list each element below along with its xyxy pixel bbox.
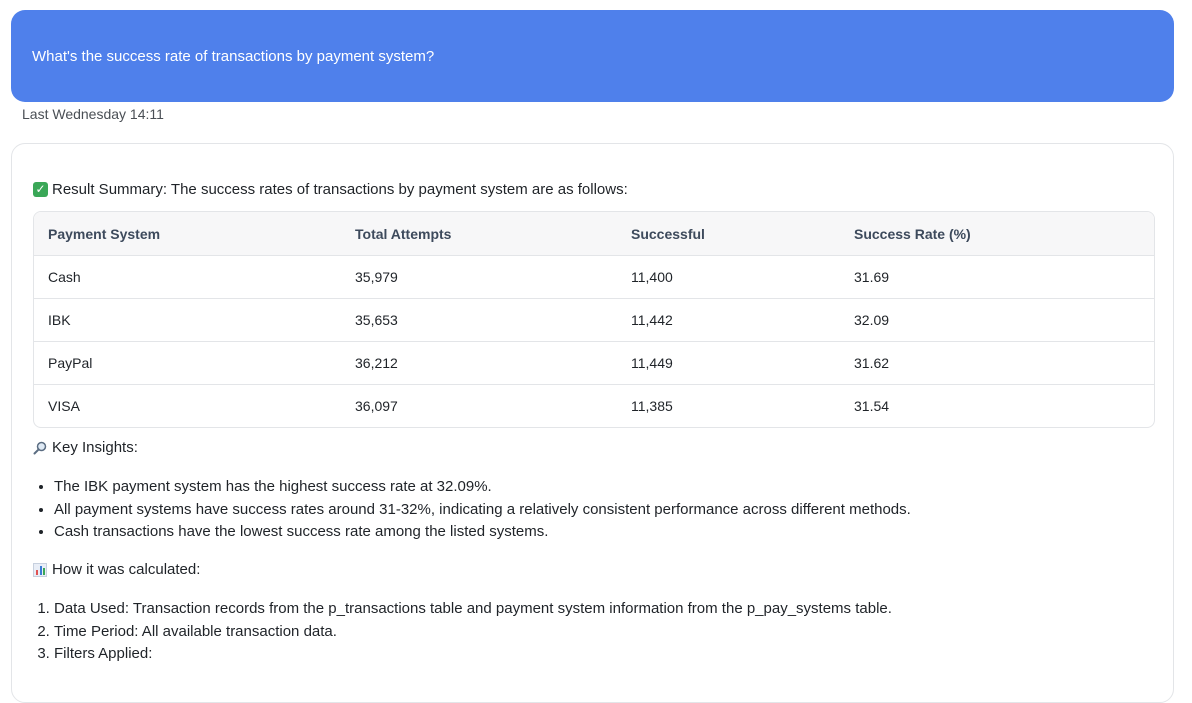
table-row: PayPal 36,212 11,449 31.62 — [34, 341, 1154, 384]
result-summary-text: Result Summary: The success rates of tra… — [52, 181, 628, 198]
table-row: VISA 36,097 11,385 31.54 — [34, 384, 1154, 427]
table-cell: IBK — [48, 312, 71, 328]
list-item: Filters Applied: — [54, 643, 892, 666]
list-item: Time Period: All available transaction d… — [54, 621, 892, 644]
user-message-bubble: What's the success rate of transactions … — [11, 10, 1174, 102]
table-cell: 32.09 — [854, 312, 890, 328]
table-cell: Cash — [48, 269, 81, 285]
calculation-steps-list: Data Used: Transaction records from the … — [33, 598, 892, 666]
list-item: All payment systems have success rates a… — [54, 499, 911, 522]
calculation-heading: How it was calculated: — [33, 561, 200, 578]
table-cell: 35,653 — [355, 312, 398, 328]
table-cell: 11,442 — [631, 312, 673, 328]
list-item: Data Used: Transaction records from the … — [54, 598, 892, 621]
table-row: Cash 35,979 11,400 31.69 — [34, 255, 1154, 298]
table-cell: 11,400 — [631, 269, 673, 285]
table-row: IBK 35,653 11,442 32.09 — [34, 298, 1154, 341]
table-cell: 31.69 — [854, 269, 890, 285]
table-cell: 36,097 — [355, 398, 398, 414]
message-timestamp: Last Wednesday 14:11 — [22, 106, 164, 122]
table-cell: 36,212 — [355, 355, 398, 371]
list-item: The IBK payment system has the highest s… — [54, 476, 911, 499]
result-summary: ✓ Result Summary: The success rates of t… — [33, 181, 628, 198]
column-header: Payment System — [48, 225, 161, 242]
table-cell: 35,979 — [355, 269, 398, 285]
table-cell: 31.62 — [854, 355, 890, 371]
check-mark-icon: ✓ — [33, 182, 48, 197]
bar-chart-icon — [33, 562, 47, 577]
key-insights-heading: Key Insights: — [33, 439, 138, 456]
calculation-title: How it was calculated: — [52, 561, 201, 578]
key-insights-title: Key Insights: — [52, 439, 138, 456]
column-header: Successful — [631, 225, 705, 242]
table-cell: 31.54 — [854, 398, 890, 414]
column-header: Success Rate (%) — [854, 225, 971, 242]
table-cell: 11,449 — [631, 355, 673, 371]
user-message-text: What's the success rate of transactions … — [32, 47, 435, 65]
insights-list: The IBK payment system has the highest s… — [33, 476, 911, 544]
magnifying-glass-icon — [33, 441, 47, 454]
column-header: Total Attempts — [355, 225, 452, 242]
table-cell: 11,385 — [631, 398, 673, 414]
list-item: Cash transactions have the lowest succes… — [54, 521, 911, 544]
table-cell: VISA — [48, 398, 80, 414]
assistant-answer-card: ✓ Result Summary: The success rates of t… — [11, 143, 1174, 703]
table-header-row: Payment System Total Attempts Successful… — [34, 212, 1154, 255]
results-table: Payment System Total Attempts Successful… — [33, 211, 1155, 428]
table-cell: PayPal — [48, 355, 93, 371]
